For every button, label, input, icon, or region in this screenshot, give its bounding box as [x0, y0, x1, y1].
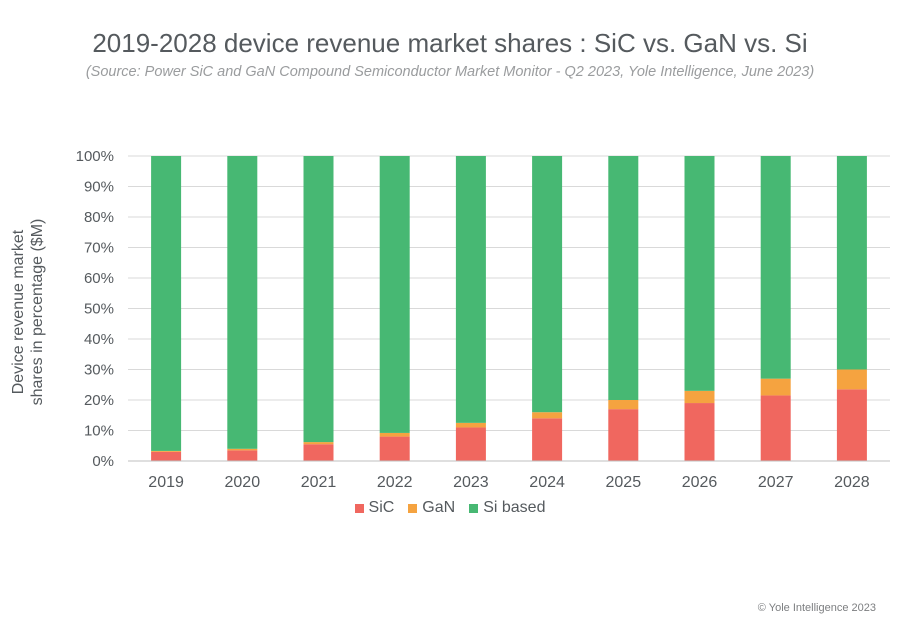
bar-gan-2020	[227, 448, 258, 451]
y-tick-label: 80%	[84, 209, 114, 226]
y-tick-label: 50%	[84, 301, 114, 318]
bar-sic-2025	[608, 409, 639, 461]
legend-swatch-gan	[408, 503, 418, 513]
bar-si-based-2028	[836, 156, 867, 370]
x-tick-label: 2023	[453, 474, 489, 491]
legend-label-sic: SiC	[368, 499, 395, 516]
bar-gan-2026	[684, 390, 715, 404]
bar-si-based-2025	[608, 156, 639, 400]
legend-item-si-based: Si based	[469, 499, 545, 517]
bar-gan-2025	[608, 400, 639, 410]
bar-gan-2022	[379, 432, 410, 437]
y-tick-label: 90%	[84, 179, 114, 196]
bar-gan-2019	[151, 450, 182, 452]
x-tick-label: 2025	[606, 474, 642, 491]
legend-swatch-si-based	[469, 503, 479, 513]
legend-swatch-sic	[354, 503, 364, 513]
y-tick-label: 10%	[84, 423, 114, 440]
x-tick-label: 2022	[377, 474, 413, 491]
bar-sic-2019	[151, 451, 182, 461]
bar-si-based-2020	[227, 156, 258, 449]
y-tick-label: 20%	[84, 392, 114, 409]
bar-gan-2024	[532, 412, 563, 419]
bar-sic-2027	[760, 395, 791, 461]
x-tick-label: 2026	[682, 474, 718, 491]
y-tick-label: 70%	[84, 240, 114, 257]
bar-sic-2026	[684, 403, 715, 461]
y-tick-label: 0%	[92, 453, 114, 470]
bar-sic-2024	[532, 418, 563, 461]
bar-gan-2027	[760, 378, 791, 396]
bar-gan-2023	[455, 422, 486, 428]
bar-gan-2021	[303, 442, 334, 445]
legend-item-gan: GaN	[408, 499, 455, 517]
bar-sic-2023	[455, 427, 486, 461]
bar-si-based-2026	[684, 156, 715, 391]
x-tick-label: 2020	[225, 474, 261, 491]
bar-si-based-2027	[760, 156, 791, 379]
bar-gan-2028	[836, 369, 867, 390]
bar-si-based-2019	[151, 156, 182, 451]
chart-subtitle: (Source: Power SiC and GaN Compound Semi…	[85, 64, 815, 80]
bar-si-based-2021	[303, 156, 334, 443]
x-tick-label: 2021	[301, 474, 337, 491]
legend-label-si-based: Si based	[483, 499, 546, 516]
x-tick-label: 2028	[834, 474, 870, 491]
copyright-notice: © Yole Intelligence 2023	[757, 602, 876, 614]
y-tick-label: 30%	[84, 362, 114, 379]
x-tick-label: 2024	[529, 474, 565, 491]
x-tick-label: 2027	[758, 474, 794, 491]
y-tick-label: 60%	[84, 270, 114, 287]
bar-si-based-2023	[455, 156, 486, 423]
x-tick-label: 2019	[148, 474, 184, 491]
bar-si-based-2022	[379, 156, 410, 433]
bar-si-based-2024	[532, 156, 563, 413]
y-tick-label: 100%	[76, 148, 114, 165]
legend-item-sic: SiC	[354, 499, 395, 517]
y-tick-label: 40%	[84, 331, 114, 348]
legend: SiC GaN Si based	[0, 499, 900, 517]
chart-title: 2019-2028 device revenue market shares :…	[92, 28, 808, 58]
bar-sic-2020	[227, 450, 258, 461]
bar-sic-2021	[303, 444, 334, 461]
legend-label-gan: GaN	[422, 499, 456, 516]
bar-sic-2028	[836, 389, 867, 461]
bar-sic-2022	[379, 436, 410, 461]
